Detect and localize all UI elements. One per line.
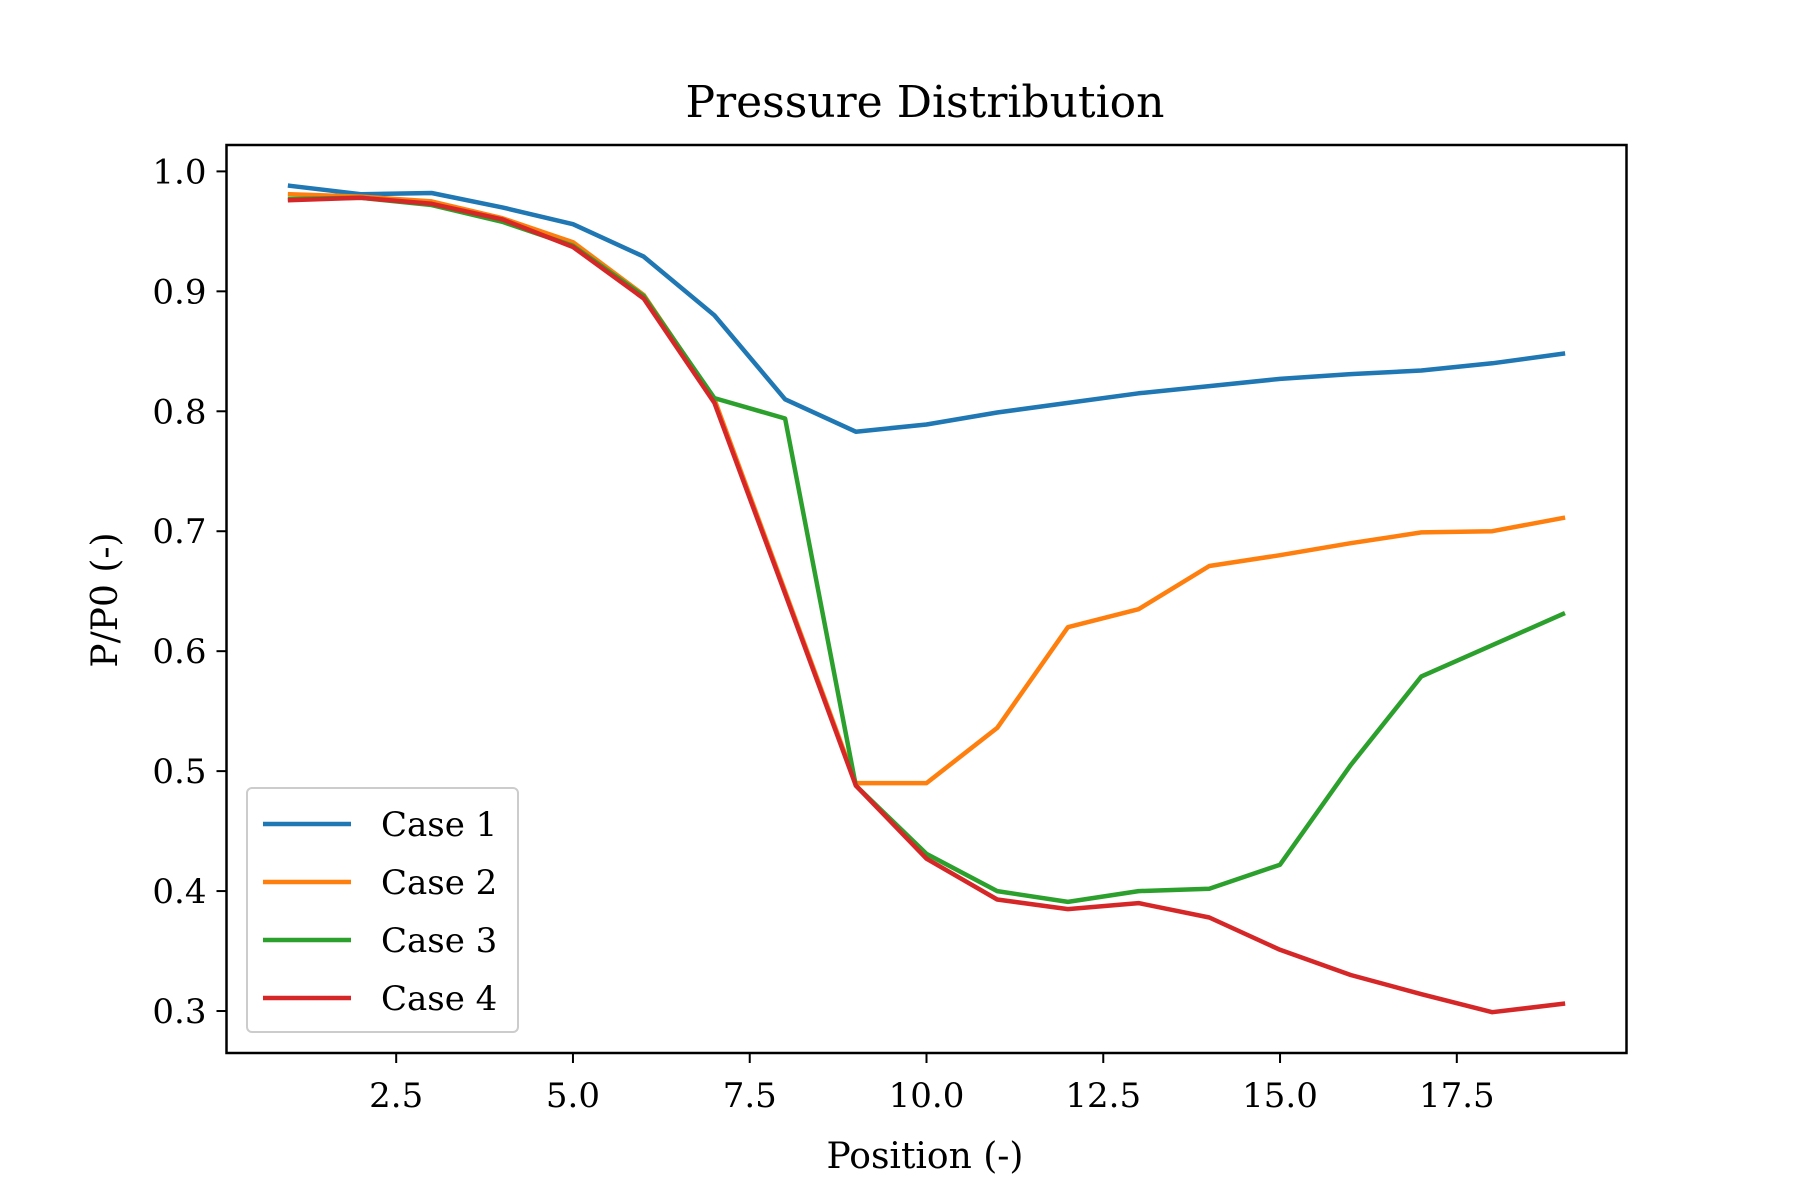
x-tick-label: 15.0 (1242, 1076, 1318, 1116)
x-axis-ticks: 2.5 5.0 7.5 10.0 12.5 15.0 17.5 (369, 1053, 1495, 1116)
x-tick-label: 10.0 (889, 1076, 965, 1116)
y-tick-label: 0.7 (152, 512, 206, 552)
y-tick-label: 1.0 (152, 152, 206, 192)
y-axis-ticks: 0.3 0.4 0.5 0.6 0.7 0.8 0.9 1.0 (152, 152, 227, 1032)
x-tick-label: 12.5 (1065, 1076, 1141, 1116)
legend: Case 1 Case 2 Case 3 Case 4 (246, 787, 519, 1033)
y-tick-label: 0.4 (152, 872, 206, 912)
y-axis-label: P/P0 (-) (85, 532, 126, 667)
y-tick-label: 0.3 (152, 992, 206, 1032)
series-layer (287, 183, 1566, 1015)
x-tick-label: 7.5 (723, 1076, 777, 1116)
y-tick-label: 0.8 (152, 392, 206, 432)
legend-label-case-3: Case 3 (381, 921, 497, 961)
y-tick-label: 0.9 (152, 272, 206, 312)
x-tick-label: 2.5 (369, 1076, 423, 1116)
x-tick-label: 5.0 (546, 1076, 600, 1116)
legend-label-case-2: Case 2 (381, 863, 497, 903)
y-tick-label: 0.6 (152, 632, 206, 672)
legend-label-case-4: Case 4 (381, 979, 497, 1019)
series-line-case-1 (287, 183, 1566, 434)
chart-title: Pressure Distribution (685, 77, 1164, 128)
x-tick-label: 17.5 (1419, 1076, 1495, 1116)
x-axis-label: Position (-) (827, 1136, 1024, 1177)
y-tick-label: 0.5 (152, 752, 206, 792)
legend-box (246, 787, 519, 1033)
series-line-case-4 (287, 195, 1566, 1015)
legend-label-case-1: Case 1 (381, 805, 497, 845)
